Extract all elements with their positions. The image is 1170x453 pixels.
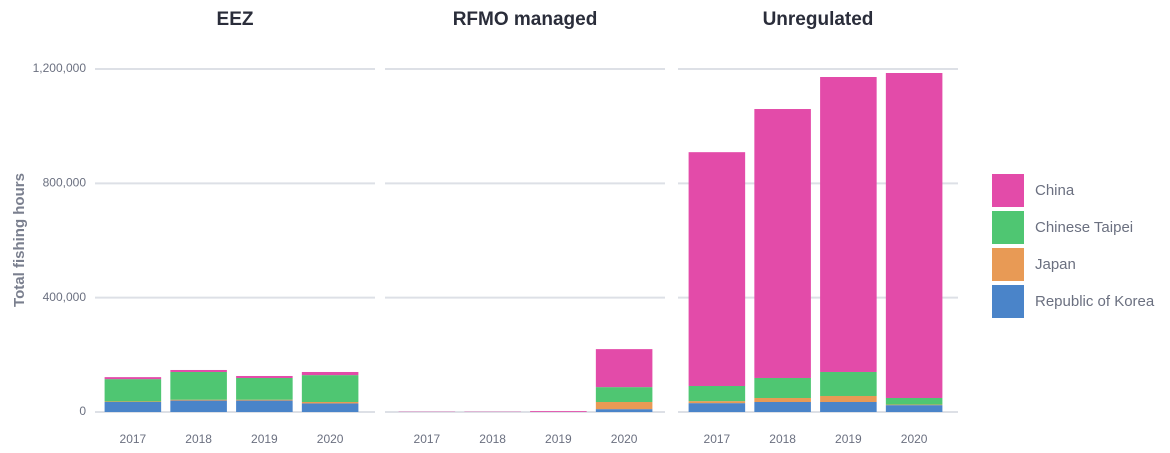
bar-segment <box>236 400 293 412</box>
bar-segment <box>688 385 746 402</box>
bar-segment <box>530 411 587 412</box>
bar-segment <box>885 404 943 406</box>
bar-segment <box>885 405 943 412</box>
bar-segment <box>820 371 877 396</box>
legend-label: China <box>1035 182 1075 199</box>
bar-segment <box>301 375 359 402</box>
y-tick-label: 1,200,000 <box>33 61 87 75</box>
legend-swatch <box>992 285 1024 318</box>
x-tick-label: 2017 <box>414 432 441 446</box>
panel-title: EEZ <box>217 9 254 30</box>
bar-segment <box>236 375 293 378</box>
legend-swatch <box>992 248 1024 281</box>
bar-segment <box>885 73 943 398</box>
panel-title: Unregulated <box>763 9 874 30</box>
bar-segment <box>236 399 293 401</box>
y-tick-label: 400,000 <box>43 290 87 304</box>
x-tick-label: 2020 <box>901 432 928 446</box>
panel-title: RFMO managed <box>453 9 598 30</box>
bar-segment <box>104 401 162 402</box>
bar-segment <box>104 377 162 380</box>
bar-segment <box>885 397 943 405</box>
bar-segment <box>301 403 359 412</box>
y-axis-label: Total fishing hours <box>11 173 28 307</box>
x-tick-label: 2019 <box>251 432 278 446</box>
bar-segment <box>170 400 227 412</box>
bar-segment <box>754 397 811 402</box>
legend-swatch <box>992 174 1024 207</box>
x-tick-label: 2018 <box>769 432 796 446</box>
x-tick-label: 2020 <box>317 432 344 446</box>
legend-label: Japan <box>1035 256 1076 273</box>
bar-segment <box>595 349 653 388</box>
bar-segment <box>104 401 162 412</box>
legend-swatch <box>992 211 1024 244</box>
x-tick-label: 2019 <box>835 432 862 446</box>
bar-segment <box>754 109 811 378</box>
bar-segment <box>170 369 227 372</box>
bar-segment <box>170 399 227 401</box>
bar-segment <box>820 77 877 372</box>
x-tick-label: 2018 <box>479 432 506 446</box>
y-tick-label: 800,000 <box>43 176 87 190</box>
legend-label: Chinese Taipei <box>1035 219 1133 236</box>
bar-segment <box>754 401 811 412</box>
bar-segment <box>236 377 293 400</box>
bar-segment <box>820 401 877 412</box>
x-tick-label: 2020 <box>611 432 638 446</box>
x-tick-label: 2019 <box>545 432 572 446</box>
bar-segment <box>754 377 811 398</box>
bar-segment <box>688 401 746 404</box>
bar-segment <box>595 401 653 410</box>
x-tick-label: 2018 <box>185 432 212 446</box>
bar-segment <box>820 395 877 402</box>
bar-segment <box>688 152 746 386</box>
x-tick-label: 2017 <box>120 432 147 446</box>
y-tick-label: 0 <box>79 404 86 418</box>
bar-segment <box>688 403 746 412</box>
bar-segment <box>301 401 359 404</box>
legend-label: Republic of Korea <box>1035 293 1155 310</box>
bar-segment <box>301 371 359 376</box>
bar-segment <box>595 409 653 412</box>
bar-segment <box>595 387 653 402</box>
bar-segment <box>104 379 162 402</box>
bar-segment <box>170 371 227 400</box>
x-tick-label: 2017 <box>704 432 731 446</box>
